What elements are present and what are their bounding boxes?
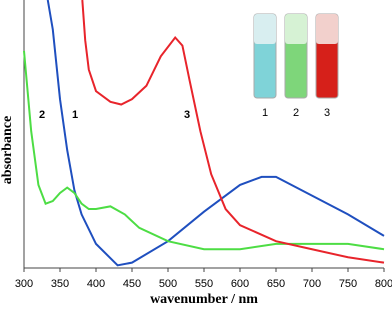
inset-label: 3: [324, 107, 330, 119]
series-line: [46, 0, 385, 267]
x-tick-label: 500: [159, 278, 177, 290]
inset-label: 2: [293, 107, 299, 119]
x-tick-label: 650: [267, 278, 285, 290]
x-axis-label: wavenumber / nm: [150, 292, 258, 307]
x-tick-label: 450: [123, 278, 141, 290]
x-tick-label: 400: [87, 278, 105, 290]
x-tick-label: 800: [375, 278, 392, 290]
x-tick-label: 700: [303, 278, 321, 290]
x-tick-label: 750: [339, 278, 357, 290]
x-tick-label: 300: [15, 278, 33, 290]
cuvette-cap: [285, 14, 307, 44]
cuvette-cap: [316, 14, 338, 44]
series-line: [23, 50, 385, 251]
inset-label: 1: [262, 107, 268, 119]
series-label: 2: [39, 109, 45, 121]
series-label: 3: [184, 109, 190, 121]
x-tick-label: 550: [195, 278, 213, 290]
series-line: [81, 0, 385, 264]
x-tick-label: 350: [51, 278, 69, 290]
x-tick-label: 600: [231, 278, 249, 290]
inset-photo: [250, 10, 364, 106]
cuvette-cap: [254, 14, 276, 44]
y-axis-label: absorbance: [0, 116, 15, 184]
series-label: 1: [72, 109, 78, 121]
